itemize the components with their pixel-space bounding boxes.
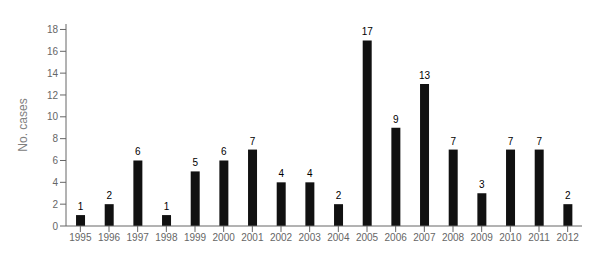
svg-text:4: 4 bbox=[278, 168, 284, 179]
svg-text:1: 1 bbox=[164, 201, 170, 212]
svg-text:2001: 2001 bbox=[241, 232, 264, 243]
svg-text:12: 12 bbox=[47, 90, 59, 101]
svg-text:6: 6 bbox=[52, 155, 58, 166]
svg-text:1997: 1997 bbox=[127, 232, 150, 243]
svg-text:3: 3 bbox=[479, 179, 485, 190]
svg-text:2: 2 bbox=[106, 190, 112, 201]
svg-text:10: 10 bbox=[47, 111, 59, 122]
svg-text:6: 6 bbox=[221, 146, 227, 157]
svg-text:17: 17 bbox=[362, 26, 374, 37]
svg-text:2003: 2003 bbox=[299, 232, 322, 243]
svg-text:14: 14 bbox=[47, 68, 59, 79]
svg-text:1998: 1998 bbox=[155, 232, 178, 243]
svg-text:2009: 2009 bbox=[471, 232, 494, 243]
svg-text:2008: 2008 bbox=[442, 232, 465, 243]
svg-text:1996: 1996 bbox=[98, 232, 121, 243]
svg-text:1999: 1999 bbox=[184, 232, 207, 243]
svg-text:2010: 2010 bbox=[499, 232, 522, 243]
svg-text:5: 5 bbox=[192, 157, 198, 168]
svg-text:1: 1 bbox=[78, 201, 84, 212]
svg-text:2: 2 bbox=[565, 190, 571, 201]
svg-text:2005: 2005 bbox=[356, 232, 379, 243]
svg-text:No. cases: No. cases bbox=[16, 98, 30, 151]
svg-text:8: 8 bbox=[52, 133, 58, 144]
svg-text:7: 7 bbox=[508, 136, 514, 147]
svg-text:2004: 2004 bbox=[327, 232, 350, 243]
svg-text:2000: 2000 bbox=[213, 232, 236, 243]
svg-text:2007: 2007 bbox=[413, 232, 436, 243]
svg-text:2011: 2011 bbox=[528, 232, 550, 243]
svg-text:18: 18 bbox=[47, 24, 59, 35]
svg-text:2: 2 bbox=[336, 190, 342, 201]
svg-text:0: 0 bbox=[52, 221, 58, 232]
svg-text:2006: 2006 bbox=[385, 232, 408, 243]
svg-text:4: 4 bbox=[307, 168, 313, 179]
svg-text:13: 13 bbox=[419, 70, 431, 81]
svg-text:7: 7 bbox=[536, 136, 542, 147]
svg-text:2: 2 bbox=[52, 199, 58, 210]
svg-text:7: 7 bbox=[250, 136, 256, 147]
svg-text:6: 6 bbox=[135, 146, 141, 157]
svg-text:9: 9 bbox=[393, 114, 399, 125]
svg-text:7: 7 bbox=[450, 136, 456, 147]
svg-text:4: 4 bbox=[52, 177, 58, 188]
svg-text:1995: 1995 bbox=[69, 232, 92, 243]
svg-text:16: 16 bbox=[47, 46, 59, 57]
svg-text:2012: 2012 bbox=[557, 232, 580, 243]
svg-text:2002: 2002 bbox=[270, 232, 293, 243]
